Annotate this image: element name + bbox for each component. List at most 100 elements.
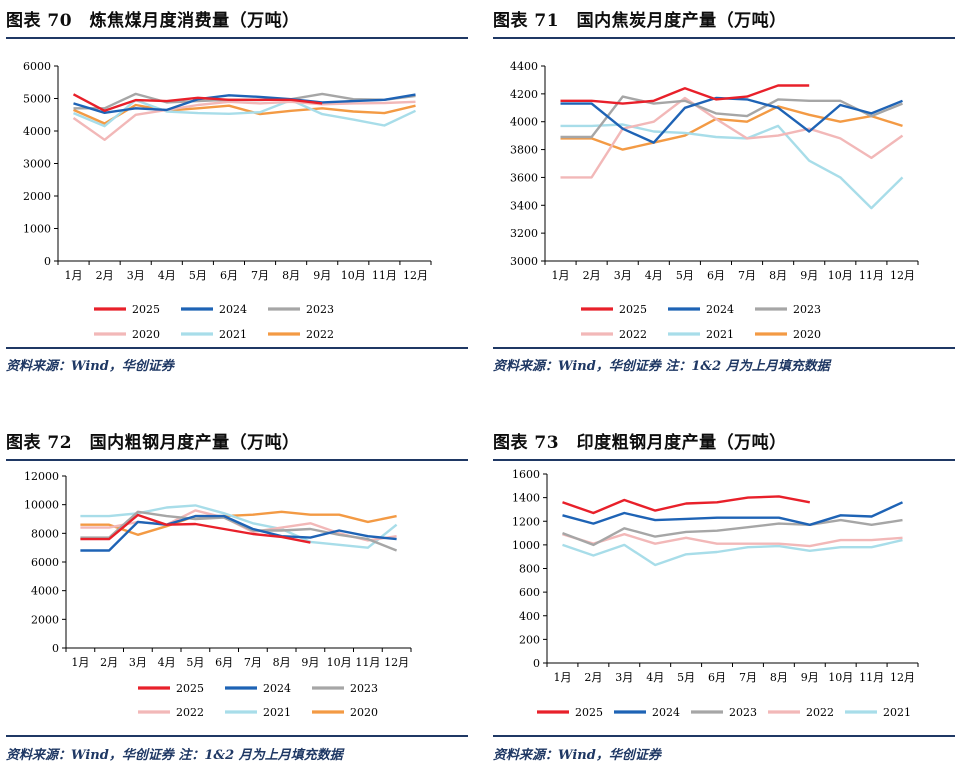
x-tick-label: 7月	[244, 656, 262, 669]
x-tick-label: 1月	[552, 269, 570, 282]
y-tick-label: 1000	[512, 539, 540, 552]
x-tick-label: 2月	[96, 269, 114, 282]
series-line-2022	[560, 96, 904, 179]
y-tick-label: 1000	[23, 223, 51, 236]
source-note: 资料来源：Wind，华创证券 注：1&2 月为上月填充数据	[493, 359, 830, 374]
x-tick-label: 6月	[220, 269, 238, 282]
chart-panel-72: 图表 72 国内粗钢月度产量（万吨） 0 2000 4000 6000 8000 1000…	[6, 428, 481, 778]
chart-panel-73: 图表 73 印度粗钢月度产量（万吨） 0 200 400 600 800 1000 1200…	[493, 428, 960, 778]
legend-label: 2024	[263, 682, 291, 695]
x-tick-label: 12月	[384, 656, 409, 669]
chart-title: 图表 70 炼焦煤月度消费量（万吨）	[6, 11, 300, 31]
y-tick-label: 1200	[512, 515, 540, 528]
x-tick-label: 1月	[65, 269, 83, 282]
x-tick-label: 6月	[708, 671, 726, 684]
y-tick-label: 5000	[23, 93, 51, 106]
x-tick-label: 9月	[800, 269, 818, 282]
series-line-2023	[562, 518, 903, 547]
legend-label: 2021	[883, 706, 911, 719]
legend-label: 2020	[793, 328, 821, 341]
title-rule	[6, 37, 468, 39]
x-tick-label: 8月	[769, 269, 787, 282]
y-tick-label: 400	[519, 610, 540, 623]
legend-label: 2025	[132, 303, 160, 316]
x-tick-label: 9月	[801, 671, 819, 684]
chart-title: 图表 72 国内粗钢月度产量（万吨）	[6, 433, 300, 453]
series-line-2022	[562, 533, 903, 548]
x-tick-label: 10月	[327, 656, 352, 669]
y-tick-label: 2000	[31, 613, 59, 626]
y-tick-label: 600	[519, 586, 540, 599]
y-tick-label: 200	[519, 633, 540, 646]
x-tick-label: 7月	[739, 671, 757, 684]
chart-panel-70: 图表 70 炼焦煤月度消费量（万吨） 0 1000 2000 3000 4000 5000…	[6, 6, 481, 376]
series-line-2024	[562, 501, 904, 526]
series-line-2021	[560, 123, 904, 210]
y-tick-label: 4400	[510, 60, 538, 73]
x-tick-label: 3月	[615, 671, 633, 684]
x-tick-label: 10月	[828, 671, 853, 684]
x-tick-label: 4月	[645, 269, 663, 282]
x-tick-label: 3月	[129, 656, 147, 669]
x-tick-label: 5月	[186, 656, 204, 669]
x-tick-label: 4月	[158, 656, 176, 669]
x-tick-label: 2月	[583, 269, 601, 282]
legend-label: 2022	[176, 706, 204, 719]
x-tick-label: 3月	[127, 269, 145, 282]
legend-label: 2025	[176, 682, 204, 695]
series-line-2025	[72, 93, 323, 112]
series-line-2020	[72, 100, 416, 141]
legend-label: 2023	[306, 303, 334, 316]
chart-plot: 0 200 400 600 800 1000 1200 1400 1600 1月 2月 3月 4月 5月 6…	[512, 468, 919, 719]
x-tick-label: 7月	[738, 269, 756, 282]
x-tick-label: 9月	[313, 269, 331, 282]
series-line-2025	[562, 495, 811, 515]
y-tick-label: 4000	[510, 116, 538, 129]
y-tick-label: 4000	[23, 125, 51, 138]
source-rule	[6, 347, 468, 349]
x-tick-label: 11月	[372, 269, 397, 282]
legend-label: 2023	[350, 682, 378, 695]
series-line-2025	[560, 84, 810, 105]
legend-label: 2022	[806, 706, 834, 719]
series-line-2025	[80, 513, 311, 544]
x-tick-label: 6月	[707, 269, 725, 282]
y-tick-label: 3200	[510, 227, 538, 240]
x-tick-label: 12月	[403, 269, 428, 282]
x-tick-label: 12月	[890, 269, 915, 282]
legend-label: 2025	[619, 303, 647, 316]
x-tick-label: 6月	[215, 656, 233, 669]
chart-plot: 3000 3200 3400 3600 3800 4000 4200 4400 1月 2月 3月 4月…	[510, 60, 919, 341]
x-tick-label: 10月	[341, 269, 366, 282]
legend-label: 2024	[652, 706, 680, 719]
x-tick-label: 9月	[301, 656, 319, 669]
series-line-2024	[80, 514, 397, 552]
legend-label: 2022	[306, 328, 334, 341]
title-rule	[6, 459, 468, 461]
legend-label: 2025	[575, 706, 603, 719]
y-tick-label: 4200	[510, 88, 538, 101]
x-tick-label: 10月	[828, 269, 853, 282]
x-tick-label: 7月	[251, 269, 269, 282]
y-tick-label: 6000	[23, 60, 51, 73]
x-tick-label: 5月	[189, 269, 207, 282]
title-rule	[493, 459, 955, 461]
x-tick-label: 11月	[859, 671, 884, 684]
x-tick-label: 1月	[553, 671, 571, 684]
x-tick-label: 8月	[273, 656, 291, 669]
source-note: 资料来源：Wind，华创证券 注：1&2 月为上月填充数据	[6, 748, 343, 763]
legend-label: 2021	[263, 706, 291, 719]
y-tick-label: 800	[519, 563, 540, 576]
x-tick-label: 4月	[158, 269, 176, 282]
y-tick-label: 8000	[31, 527, 59, 540]
y-tick-label: 1600	[512, 468, 540, 481]
x-tick-label: 1月	[71, 656, 89, 669]
y-tick-label: 3400	[510, 199, 538, 212]
y-tick-label: 1400	[512, 492, 540, 505]
source-note: 资料来源：Wind，华创证券	[6, 359, 174, 374]
title-rule	[493, 37, 955, 39]
x-tick-label: 8月	[770, 671, 788, 684]
legend-label: 2020	[350, 706, 378, 719]
legend-label: 2022	[619, 328, 647, 341]
chart-panel-71: 图表 71 国内焦炭月度产量（万吨） 3000 3200 3400 3600 3800 4…	[493, 6, 960, 376]
